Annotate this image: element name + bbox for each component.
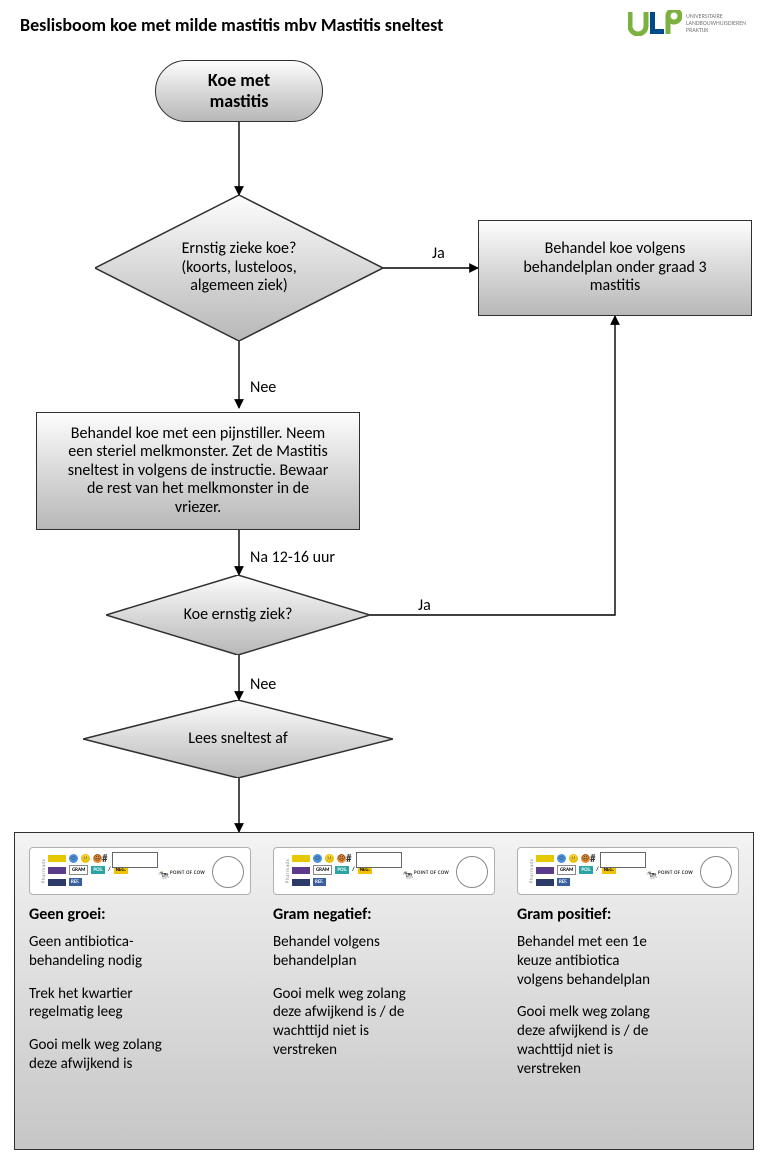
decision-label: Lees sneltest af xyxy=(83,700,393,778)
result-text: Gooi melk weg zolangdeze afwijkend is xyxy=(29,1036,251,1074)
result-column-0: Pharmadx☺😐☹GRAMPOS./NEG.REF.#🐄POINT OF C… xyxy=(29,847,251,1131)
result-text: Geen antibiotica-behandeling nodig xyxy=(29,933,251,971)
edge-label: Nee xyxy=(250,675,276,694)
brand-logo: UNIVERSITAIRE LANDBOUWHUISDIEREN PRAKTIJ… xyxy=(628,10,746,36)
logo-text: UNIVERSITAIRE LANDBOUWHUISDIEREN PRAKTIJ… xyxy=(686,13,746,34)
process-process_painkiller: Behandel koe met een pijnstiller. Neemee… xyxy=(36,412,360,530)
process-process_treat_g3: Behandel koe volgensbehandelplan onder g… xyxy=(478,220,752,316)
ulp-logo-icon xyxy=(628,10,682,36)
decision-label: Ernstig zieke koe?(koorts, lusteloos,alg… xyxy=(95,195,383,341)
edge-label: Nee xyxy=(250,378,276,397)
decision-label: Koe ernstig ziek? xyxy=(106,575,370,655)
result-title: Gram negatief: xyxy=(273,905,495,925)
page-title: Beslisboom koe met milde mastitis mbv Ma… xyxy=(20,14,443,36)
mastitis-test-card: Pharmadx☺😐☹GRAMPOS./NEG.REF.#🐄POINT OF C… xyxy=(273,847,495,895)
edge-label: Ja xyxy=(418,596,431,615)
logo-line3: PRAKTIJK xyxy=(686,27,746,34)
result-column-2: Pharmadx☺😐☹GRAMPOS./NEG.REF.#🐄POINT OF C… xyxy=(517,847,739,1131)
decision-decision1: Ernstig zieke koe?(koorts, lusteloos,alg… xyxy=(95,195,383,341)
result-text: Behandel volgensbehandelplan xyxy=(273,933,495,971)
terminator-start: Koe metmastitis xyxy=(155,60,323,122)
result-title: Gram positief: xyxy=(517,905,739,925)
edge-label: Ja xyxy=(432,244,445,263)
result-text: Trek het kwartierregelmatig leeg xyxy=(29,985,251,1023)
decision-decision2: Koe ernstig ziek? xyxy=(106,575,370,655)
result-column-1: Pharmadx☺😐☹GRAMPOS./NEG.REF.#🐄POINT OF C… xyxy=(273,847,495,1131)
mastitis-test-card: Pharmadx☺😐☹GRAMPOS./NEG.REF.#🐄POINT OF C… xyxy=(29,847,251,895)
mastitis-test-card: Pharmadx☺😐☹GRAMPOS./NEG.REF.#🐄POINT OF C… xyxy=(517,847,739,895)
results-panel: Pharmadx☺😐☹GRAMPOS./NEG.REF.#🐄POINT OF C… xyxy=(14,832,754,1150)
result-text: Behandel met een 1ekeuze antibioticavolg… xyxy=(517,933,739,989)
result-text: Gooi melk weg zolangdeze afwijkend is / … xyxy=(517,1003,739,1078)
decision-decision3: Lees sneltest af xyxy=(83,700,393,778)
result-title: Geen groei: xyxy=(29,905,251,925)
edge-label: Na 12-16 uur xyxy=(250,548,335,567)
result-text: Gooi melk weg zolangdeze afwijkend is / … xyxy=(273,985,495,1060)
